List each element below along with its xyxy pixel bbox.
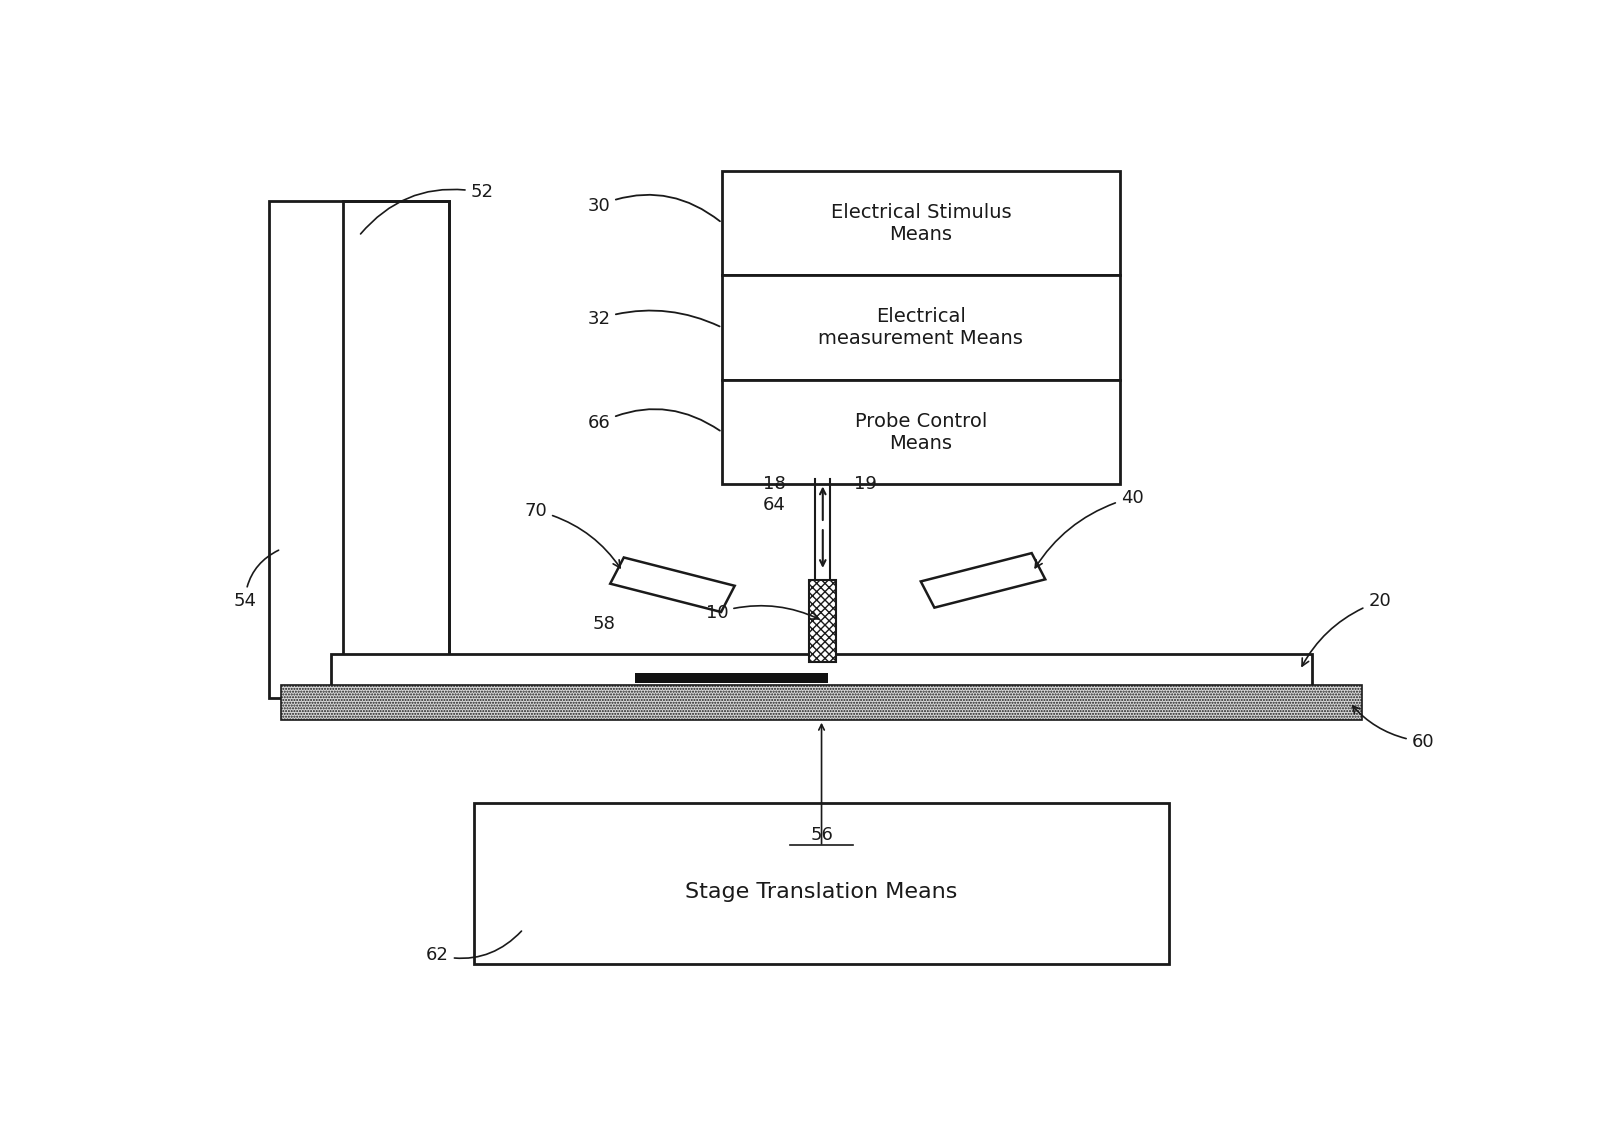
Text: 62: 62 [426,931,521,964]
Bar [474,803,1170,964]
Polygon shape [611,557,734,612]
Text: 66: 66 [588,409,720,432]
Text: 40: 40 [1036,489,1143,568]
Bar [281,685,1363,720]
Text: 52: 52 [361,183,494,234]
Bar [343,201,449,663]
Bar [721,275,1119,380]
Polygon shape [920,554,1045,608]
Text: 54: 54 [234,550,279,610]
Bar [721,380,1119,484]
Text: Probe Control
Means: Probe Control Means [854,412,987,453]
Bar [635,672,827,684]
Text: Electrical Stimulus
Means: Electrical Stimulus Means [830,203,1011,243]
Bar [330,653,1313,687]
Text: 64: 64 [763,497,785,514]
Text: 30: 30 [588,195,720,221]
Text: 60: 60 [1353,706,1435,751]
Text: 18: 18 [763,474,785,492]
Text: 56: 56 [810,826,834,844]
Bar [810,580,837,662]
Text: 58: 58 [593,615,616,633]
Bar [269,201,449,698]
Text: 70: 70 [524,501,620,568]
Bar [721,171,1119,275]
Text: 19: 19 [854,474,877,492]
Text: 32: 32 [587,310,720,328]
Text: 10: 10 [705,603,819,621]
Text: 20: 20 [1302,592,1391,666]
Text: Electrical
measurement Means: Electrical measurement Means [819,307,1023,349]
Text: Stage Translation Means: Stage Translation Means [686,882,957,902]
